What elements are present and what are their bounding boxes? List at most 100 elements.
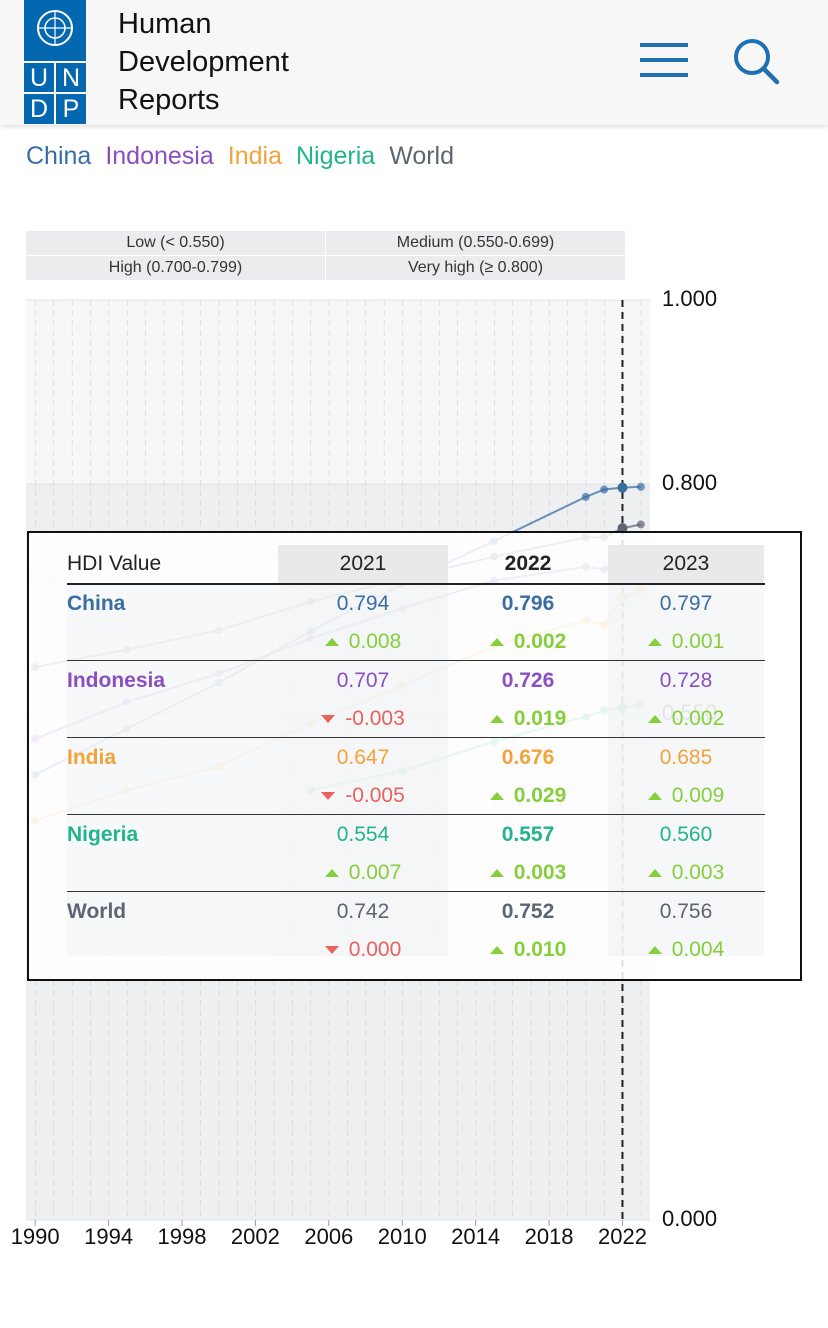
row-name: China (67, 592, 126, 615)
data-point (581, 492, 590, 501)
column-header: 2023 (662, 552, 710, 575)
change-value: 0.003 (671, 861, 725, 884)
trend-arrow (647, 792, 662, 801)
row-name: Nigeria (67, 823, 139, 846)
column-header-bg (278, 545, 448, 583)
row-name: Indonesia (67, 669, 166, 692)
hdi-change: 0.003 (608, 855, 764, 891)
change-value: 0.008 (348, 630, 402, 653)
logo-emblem (24, 10, 86, 124)
change-value: 0.004 (671, 938, 725, 961)
x-tick-label: 2006 (304, 1224, 353, 1249)
hdi-change: 0.000 (278, 932, 448, 968)
change-value: -0.003 (345, 707, 405, 730)
hdi-value: 0.797 (659, 592, 713, 615)
x-tick-label: 2022 (598, 1224, 647, 1249)
header-rule (67, 583, 765, 585)
data-point (617, 482, 628, 493)
change-value: 0.029 (513, 784, 567, 807)
data-point (636, 520, 645, 529)
hdi-change: 0.008 (278, 624, 448, 660)
hdi-value: 0.728 (659, 669, 713, 692)
change-value: 0.019 (513, 707, 567, 730)
column-header: 2022 (504, 552, 552, 575)
column-header: 2021 (339, 552, 387, 575)
y-tick-label: 0.000 (662, 1206, 717, 1231)
hdi-value: 0.742 (336, 900, 390, 923)
data-point (636, 482, 645, 491)
hdi-change: -0.005 (278, 778, 448, 814)
y-tick-label: 0.800 (662, 470, 717, 495)
hdi-change: -0.003 (278, 701, 448, 737)
change-value: 0.009 (671, 784, 725, 807)
logo-letter: P (62, 95, 80, 123)
x-tick-label: 2014 (451, 1224, 500, 1249)
hdi-change: 0.010 (448, 932, 608, 968)
trend-arrow (647, 946, 662, 955)
change-value: 0.002 (671, 707, 725, 730)
change-value: 0.001 (671, 630, 725, 653)
y-tick-label: 1.000 (662, 286, 717, 311)
legend-item[interactable]: World (389, 142, 455, 170)
logo-letter: U (29, 64, 49, 92)
legend-item[interactable]: Indonesia (105, 142, 214, 170)
hdi-value: 0.554 (336, 823, 390, 846)
site-header: U N D P Human Development Reports (0, 0, 828, 125)
hdi-change: 0.009 (608, 778, 764, 814)
x-tick-label: 2002 (231, 1224, 280, 1249)
hdi-value: 0.560 (659, 823, 713, 846)
change-value: 0.003 (513, 861, 567, 884)
trend-arrow (647, 638, 662, 647)
hdi-change: 0.001 (608, 624, 764, 660)
trend-arrow (321, 792, 336, 801)
x-tick-label: 1998 (158, 1224, 207, 1249)
hdi-change: 0.002 (448, 624, 608, 660)
data-point (600, 485, 609, 494)
hdi-change: 0.029 (448, 778, 608, 814)
logo-letter: N (61, 64, 81, 92)
trend-arrow (324, 638, 339, 647)
trend-arrow (324, 946, 339, 955)
row-rule (67, 814, 765, 815)
site-title[interactable]: Human (118, 8, 212, 40)
hdi-change: 0.002 (608, 701, 764, 737)
legend-item[interactable]: China (26, 142, 92, 170)
search-button[interactable] (732, 37, 782, 87)
legend: China Indonesia India Nigeria World (26, 142, 468, 171)
row-rule (67, 891, 765, 892)
change-value: 0.000 (348, 938, 402, 961)
row-rule (67, 660, 765, 661)
legend-item[interactable]: India (227, 142, 282, 170)
column-header-bg (608, 545, 764, 583)
menu-button[interactable] (639, 43, 689, 79)
hdi-change: 0.019 (448, 701, 608, 737)
legend-item[interactable]: Nigeria (295, 142, 376, 170)
trend-arrow (321, 715, 336, 724)
hdi-change: 0.004 (608, 932, 764, 968)
hdi-value: 0.726 (501, 669, 555, 692)
row-rule (67, 737, 765, 738)
hdi-change: 0.003 (448, 855, 608, 891)
column-header: HDI Value (67, 552, 162, 575)
hdi-value: 0.756 (659, 900, 713, 923)
hdi-group: Low (< 0.550) (26, 231, 325, 255)
row-name: India (67, 746, 117, 769)
change-value: 0.007 (348, 861, 402, 884)
column-bg (278, 583, 448, 956)
hdi-value: 0.794 (336, 592, 390, 615)
site-title[interactable]: Development (118, 46, 289, 78)
hdi-value: 0.752 (501, 900, 555, 923)
x-tick-label: 2018 (525, 1224, 574, 1249)
change-value: 0.010 (513, 938, 567, 961)
hdi-change: 0.007 (278, 855, 448, 891)
undp-logo[interactable]: U N D P (24, 0, 86, 124)
site-title[interactable]: Reports (118, 84, 220, 116)
hdi-group: High (0.700-0.799) (26, 255, 325, 280)
change-value: -0.005 (345, 784, 405, 807)
trend-arrow (647, 715, 662, 724)
column-bg (608, 583, 764, 956)
trend-arrow (489, 638, 504, 647)
hdi-group: Very high (≥ 0.800) (326, 255, 625, 280)
hdi-value: 0.707 (336, 669, 390, 692)
